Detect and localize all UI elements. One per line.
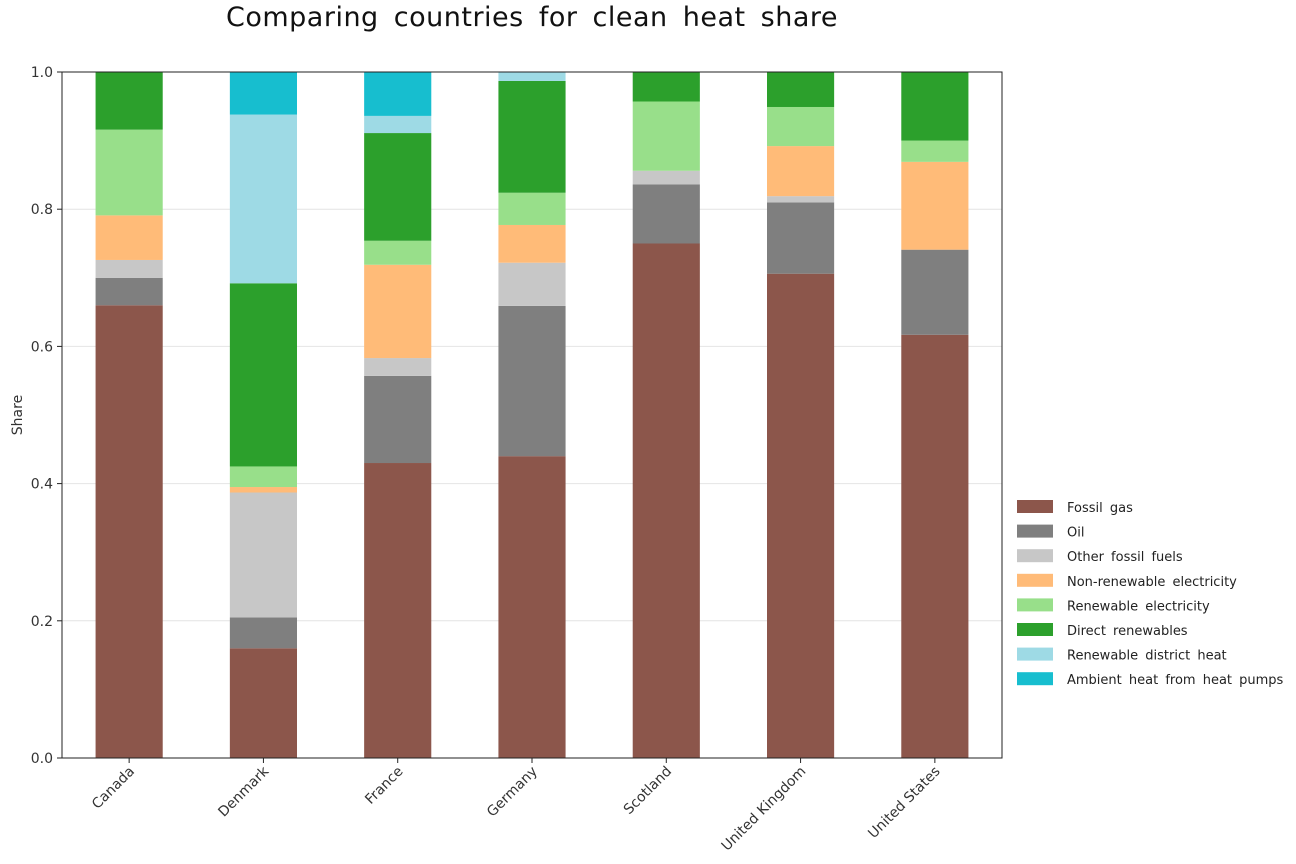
- legend-label: Ambient heat from heat pumps: [1067, 673, 1284, 688]
- bar-segment: [767, 202, 835, 274]
- y-tick-label: 1.0: [31, 65, 53, 81]
- bar-segment: [364, 375, 432, 464]
- bar-segment: [632, 72, 700, 102]
- bar-segment: [95, 129, 163, 216]
- legend-swatch: [1017, 573, 1053, 587]
- bar-segment: [498, 305, 566, 457]
- bar-segment: [498, 456, 566, 758]
- y-axis-label: Share: [10, 395, 26, 435]
- legend-label: Non-renewable electricity: [1067, 575, 1237, 590]
- bar-segment: [632, 184, 700, 244]
- bar-segment: [767, 146, 835, 197]
- bar-segment: [767, 72, 835, 107]
- bars: [95, 72, 969, 758]
- legend-swatch: [1017, 598, 1053, 612]
- bar-segment: [498, 224, 566, 263]
- bar-segment: [364, 463, 432, 758]
- legend-swatch: [1017, 549, 1053, 563]
- x-tick-label: United Kingdom: [719, 764, 810, 855]
- bar-segment: [364, 240, 432, 265]
- legend: Fossil gas Oil Other fossil fuels Non-renew…: [1017, 500, 1284, 688]
- bar-segment: [901, 161, 969, 250]
- bar-segment: [95, 259, 163, 278]
- bar-segment: [95, 215, 163, 260]
- bar-segment: [498, 72, 566, 81]
- x-tick-label: Denmark: [215, 763, 272, 820]
- x-tick-label: Scotland: [621, 764, 675, 818]
- x-axis: Canada Denmark France Germany Scotland United…: [89, 758, 944, 854]
- bar-segment: [364, 133, 432, 241]
- bar-segment: [364, 72, 432, 116]
- legend-label: Direct renewables: [1067, 624, 1188, 639]
- bar-segment: [229, 648, 297, 758]
- bar-segment: [229, 492, 297, 618]
- x-tick-label: Germany: [484, 764, 541, 821]
- bar-segment: [229, 72, 297, 115]
- bar-segment: [632, 101, 700, 171]
- bar-segment: [229, 487, 297, 493]
- bar-segment: [767, 273, 835, 758]
- bar-segment: [767, 196, 835, 203]
- y-tick-label: 0.8: [31, 202, 53, 218]
- legend-swatch: [1017, 623, 1053, 636]
- bar-segment: [498, 80, 566, 193]
- legend-label: Renewable electricity: [1067, 599, 1210, 614]
- bar-segment: [901, 334, 969, 758]
- legend-label: Oil: [1067, 526, 1084, 541]
- legend-label: Fossil gas: [1067, 501, 1133, 516]
- legend-label: Other fossil fuels: [1067, 550, 1183, 565]
- y-tick-label: 0.2: [31, 614, 53, 630]
- bar-segment: [229, 617, 297, 649]
- bar-segment: [498, 192, 566, 225]
- bar-segment: [901, 249, 969, 335]
- bar-segment: [767, 106, 835, 147]
- bar-segment: [95, 72, 163, 130]
- bar-segment: [901, 72, 969, 141]
- bar-segment: [901, 140, 969, 162]
- y-tick-label: 0.0: [31, 751, 53, 767]
- y-axis: 0.0 0.2 0.4 0.6 0.8 1.0: [31, 65, 62, 767]
- legend-swatch: [1017, 672, 1053, 686]
- bar-segment: [632, 243, 700, 758]
- y-tick-label: 0.6: [31, 339, 53, 355]
- legend-swatch: [1017, 524, 1053, 538]
- bar-segment: [364, 264, 432, 359]
- bar-segment: [95, 277, 163, 306]
- x-tick-label: United States: [865, 764, 943, 842]
- bar-segment: [229, 114, 297, 284]
- bar-segment: [229, 466, 297, 488]
- bar-segment: [632, 170, 700, 185]
- legend-label: Renewable district heat: [1067, 649, 1227, 664]
- legend-swatch: [1017, 500, 1053, 513]
- legend-swatch: [1017, 647, 1053, 661]
- bar-segment: [229, 283, 297, 467]
- bar-segment: [95, 305, 163, 758]
- chart-title: Comparing countries for clean heat share: [225, 2, 839, 33]
- bar-segment: [364, 115, 432, 134]
- bar-segment: [364, 358, 432, 376]
- x-tick-label: France: [362, 764, 406, 808]
- x-tick-label: Canada: [89, 764, 138, 813]
- y-tick-label: 0.4: [31, 477, 53, 493]
- bar-segment: [498, 262, 566, 306]
